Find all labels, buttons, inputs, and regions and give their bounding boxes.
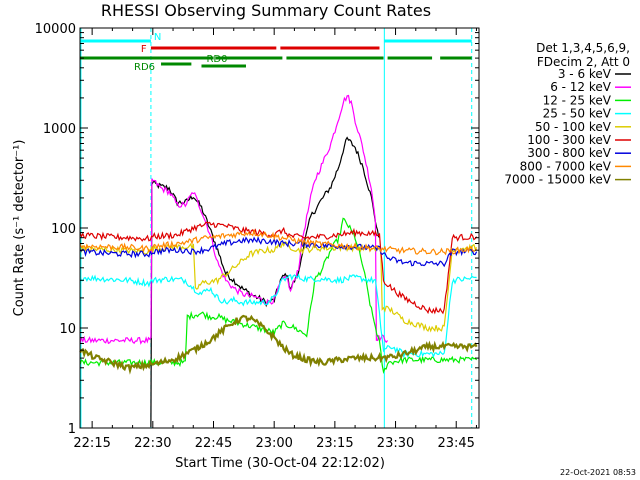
series-line-1 <box>79 94 389 345</box>
y-tick-label: 1 <box>68 422 76 437</box>
state-label-rd6: RD6 <box>134 62 155 73</box>
x-tick-label: 22:45 <box>195 436 232 451</box>
series-line-0 <box>150 136 380 428</box>
x-tick-label: 23:30 <box>377 436 414 451</box>
legend-header: FDecim 2, Att 0 <box>537 55 630 69</box>
legend-entry-label: 12 - 25 keV <box>543 93 612 107</box>
axis-layer: 22:15 22:30 22:45 23:00 23:15 23:30 23:45 1 10 10… <box>35 22 479 451</box>
legend-entry-label: 6 - 12 keV <box>550 80 612 94</box>
series-line-5 <box>79 221 478 315</box>
x-axis-label: Start Time (30-Oct-04 22:12:02) <box>175 456 385 471</box>
series-line-8 <box>79 314 478 375</box>
chart-title: RHESSI Observing Summary Count Rates <box>101 1 431 20</box>
legend-entry-label: 25 - 50 keV <box>543 107 612 121</box>
x-tick-label: 23:45 <box>437 436 474 451</box>
y-tick-label: 1000 <box>43 122 76 137</box>
state-label-rd0: RD0 <box>206 54 227 65</box>
annotation-layer: NF RD0 RD6 <box>80 28 473 428</box>
legend-entry-label: 100 - 300 keV <box>527 133 611 147</box>
y-axis-label: Count Rate (s⁻¹ detector⁻¹) <box>12 140 27 317</box>
timestamp: 22-Oct-2021 08:53 <box>560 468 636 477</box>
legend-entry-label: 50 - 100 keV <box>535 120 612 134</box>
series-line-7 <box>79 228 478 256</box>
y-tick-label: 100 <box>51 222 76 237</box>
legend-entry-label: 3 - 6 keV <box>558 67 612 81</box>
series-layer <box>79 94 478 428</box>
y-tick-label: 10 <box>59 322 76 337</box>
series-line-6 <box>79 235 478 268</box>
x-tick-label: 22:30 <box>134 436 171 451</box>
state-label-f: F <box>141 44 147 55</box>
legend-entry-label: 300 - 800 keV <box>527 146 611 160</box>
legend-entry-label: 800 - 7000 keV <box>520 159 612 173</box>
legend-entry-label: 7000 - 15000 keV <box>504 173 611 187</box>
x-tick-label: 23:00 <box>255 436 292 451</box>
x-tick-label: 23:15 <box>316 436 353 451</box>
x-tick-label: 22:15 <box>73 436 110 451</box>
legend-header: Det 1,3,4,5,6,9, <box>536 41 630 55</box>
y-tick-label: 10000 <box>35 22 76 37</box>
legend: Det 1,3,4,5,6,9,FDecim 2, Att 03 - 6 keV… <box>504 41 631 187</box>
state-label-n: N <box>154 32 161 43</box>
